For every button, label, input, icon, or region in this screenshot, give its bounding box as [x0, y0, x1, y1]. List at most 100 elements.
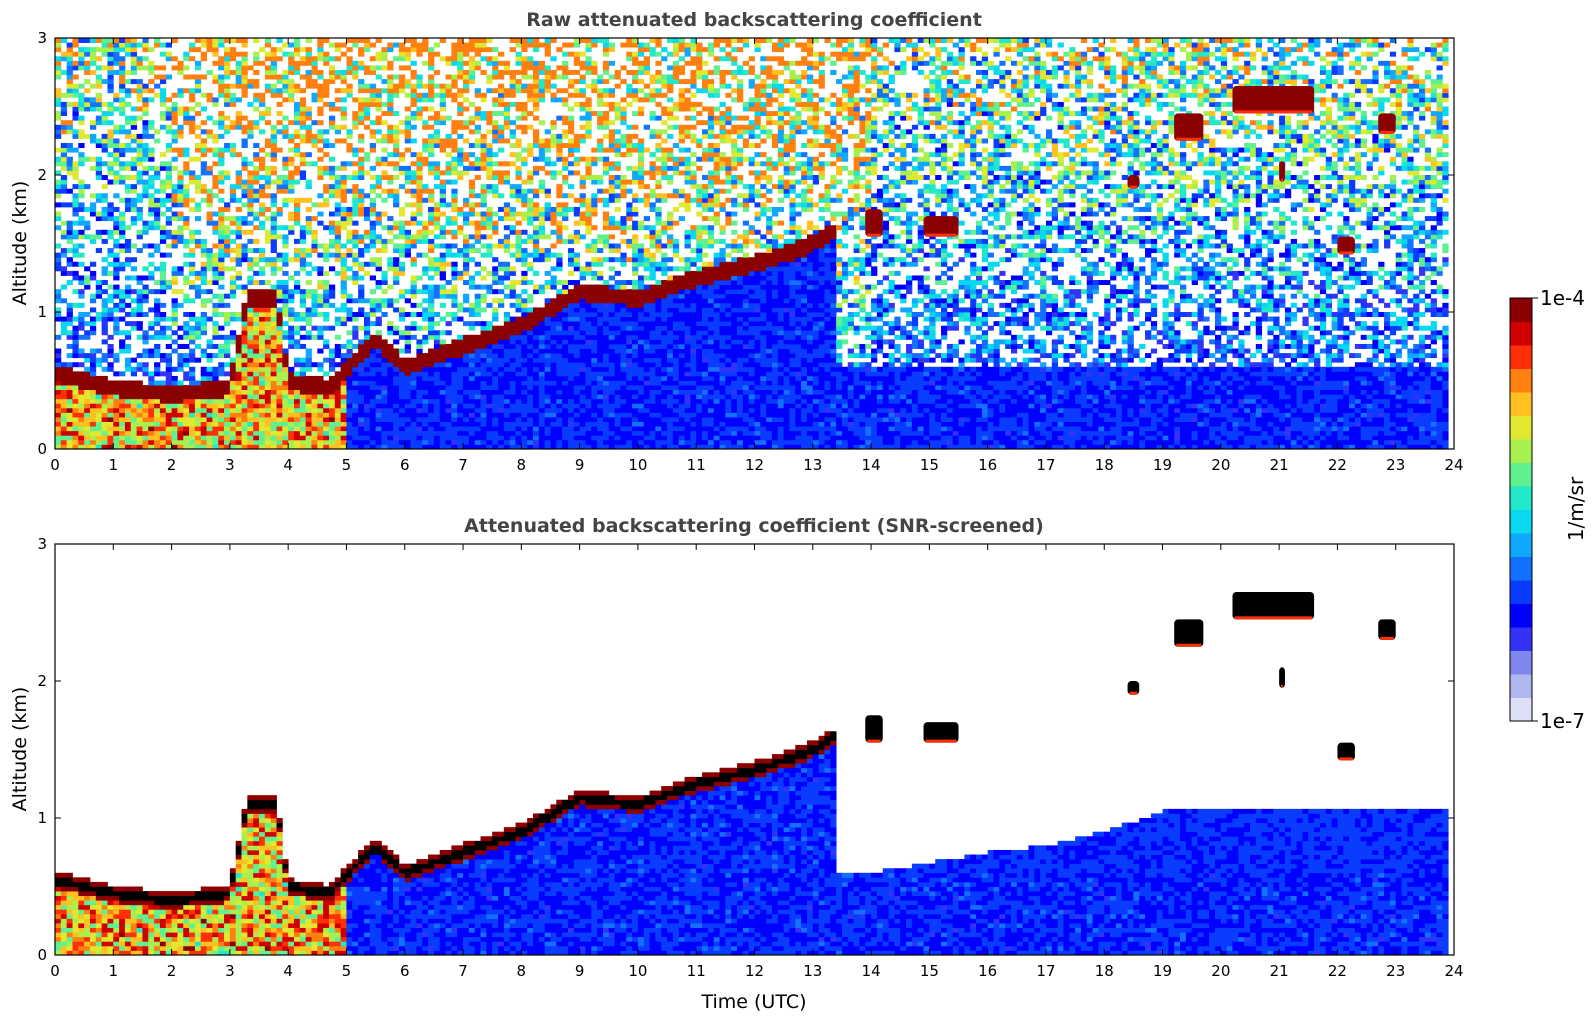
panel-title: Raw attenuated backscattering coefficien… — [526, 9, 982, 31]
y-tick-label: 3 — [37, 29, 47, 47]
y-tick-label: 0 — [37, 440, 47, 458]
x-tick-label: 24 — [1444, 456, 1463, 474]
x-tick-label: 23 — [1386, 456, 1405, 474]
x-tick-label: 17 — [1036, 962, 1055, 980]
cloud-patch — [923, 216, 959, 237]
cloud-patch-edge — [867, 233, 881, 237]
x-tick-label: 7 — [458, 962, 468, 980]
y-tick-label: 1 — [37, 303, 47, 321]
x-tick-label: 18 — [1095, 456, 1114, 474]
colorbar-band — [1510, 298, 1532, 322]
cloud-patch-edge — [1339, 757, 1353, 761]
y-axis: 0 1 2 3 — [37, 535, 1454, 964]
snr-screened-panel: Attenuated backscattering coefficient (S… — [9, 515, 1464, 1013]
x-tick-label: 3 — [225, 456, 235, 474]
x-tick-label: 1 — [109, 456, 119, 474]
cloud-patch-edge — [1129, 185, 1138, 189]
colorbar-band — [1510, 509, 1532, 534]
cloud-patch-edge — [1234, 110, 1313, 114]
colorbar-band — [1510, 580, 1532, 604]
x-tick-label: 2 — [167, 962, 177, 980]
x-tick-label: 5 — [342, 962, 352, 980]
x-tick-label: 15 — [920, 456, 939, 474]
cloud-patch-edge — [925, 739, 957, 743]
cloud-patch-edge — [1281, 178, 1283, 182]
colorbar-band — [1510, 674, 1532, 698]
colorbar-band — [1510, 368, 1532, 393]
cloud-patch — [923, 722, 959, 743]
x-axis: 0 1 2 3 4 5 6 7 8 9 10 11 12 13 14 15 16 17 18 19 20 21 22 23 24 — [50, 38, 1464, 474]
cloud-patch-edge — [1176, 643, 1202, 647]
y-tick-label: 2 — [37, 672, 47, 690]
cloud-patch — [1232, 85, 1315, 114]
x-tick-label: 3 — [225, 962, 235, 980]
x-tick-label: 20 — [1211, 456, 1230, 474]
cloud-patch-edge — [1176, 137, 1202, 141]
panel-title: Attenuated backscattering coefficient (S… — [464, 515, 1044, 537]
x-tick-label: 8 — [517, 456, 527, 474]
cloud-patch — [1378, 619, 1396, 640]
x-tick-label: 13 — [803, 962, 822, 980]
x-tick-label: 19 — [1153, 456, 1172, 474]
x-tick-label: 8 — [517, 962, 527, 980]
colorbar-band — [1510, 627, 1532, 651]
colorbar-band — [1510, 533, 1532, 557]
x-tick-label: 1 — [109, 962, 119, 980]
x-tick-label: 21 — [1270, 456, 1289, 474]
x-tick-label: 11 — [687, 962, 706, 980]
colorbar-band — [1510, 439, 1532, 463]
x-tick-label: 10 — [628, 962, 647, 980]
x-axis: 0 1 2 3 4 5 6 7 8 9 10 11 12 13 14 15 16 17 18 19 20 21 22 23 24 — [50, 544, 1464, 980]
colorbar-max-label: 1e-4 — [1540, 286, 1585, 310]
cloud-patch-edge — [925, 233, 957, 237]
cloud-patch-edge — [1339, 251, 1353, 255]
raw-backscatter-panel: Raw attenuated backscattering coefficien… — [9, 9, 1464, 474]
cloud-patch — [1174, 619, 1204, 647]
y-tick-label: 0 — [37, 946, 47, 964]
cloud-patch — [865, 715, 883, 743]
cloud-patch — [1127, 175, 1140, 189]
cloud-patch-edge — [1380, 130, 1394, 134]
x-tick-label: 10 — [628, 456, 647, 474]
x-tick-label: 24 — [1444, 962, 1463, 980]
colorbar-band — [1510, 486, 1532, 510]
x-tick-label: 16 — [978, 456, 997, 474]
x-axis-label: Time (UTC) — [700, 991, 806, 1013]
y-tick-label: 3 — [37, 535, 47, 553]
cloud-patch — [1337, 742, 1355, 761]
colorbar-min-label: 1e-7 — [1540, 709, 1585, 733]
x-tick-label: 14 — [862, 456, 881, 474]
colorbar-band — [1510, 556, 1532, 581]
cloud-patch-edge — [1380, 636, 1394, 640]
x-tick-label: 9 — [575, 962, 585, 980]
cloud-patch — [1337, 236, 1355, 255]
colorbar: 1e-4 1e-7 1/m/sr — [1509, 286, 1588, 733]
x-tick-label: 16 — [978, 962, 997, 980]
x-tick-label: 6 — [400, 456, 410, 474]
colorbar-band — [1510, 603, 1532, 628]
x-tick-label: 14 — [862, 962, 881, 980]
x-tick-label: 4 — [283, 456, 293, 474]
x-tick-label: 0 — [50, 962, 60, 980]
colorbar-band — [1510, 697, 1532, 722]
cloud-patch — [1378, 113, 1396, 134]
x-tick-label: 4 — [283, 962, 293, 980]
x-tick-label: 13 — [803, 456, 822, 474]
colorbar-band — [1510, 650, 1532, 675]
cloud-patch — [1279, 161, 1285, 182]
x-tick-label: 12 — [745, 962, 764, 980]
x-tick-label: 2 — [167, 456, 177, 474]
x-tick-label: 17 — [1036, 456, 1055, 474]
x-tick-label: 18 — [1095, 962, 1114, 980]
cloud-patch — [865, 209, 883, 237]
heatmap-raster — [55, 591, 1449, 955]
cloud-patch — [1127, 681, 1140, 695]
x-tick-label: 15 — [920, 962, 939, 980]
cloud-patch-edge — [1234, 616, 1313, 620]
x-tick-label: 22 — [1328, 962, 1347, 980]
cloud-patch-edge — [867, 739, 881, 743]
cloud-patch — [1174, 113, 1204, 141]
x-tick-label: 6 — [400, 962, 410, 980]
x-tick-label: 9 — [575, 456, 585, 474]
